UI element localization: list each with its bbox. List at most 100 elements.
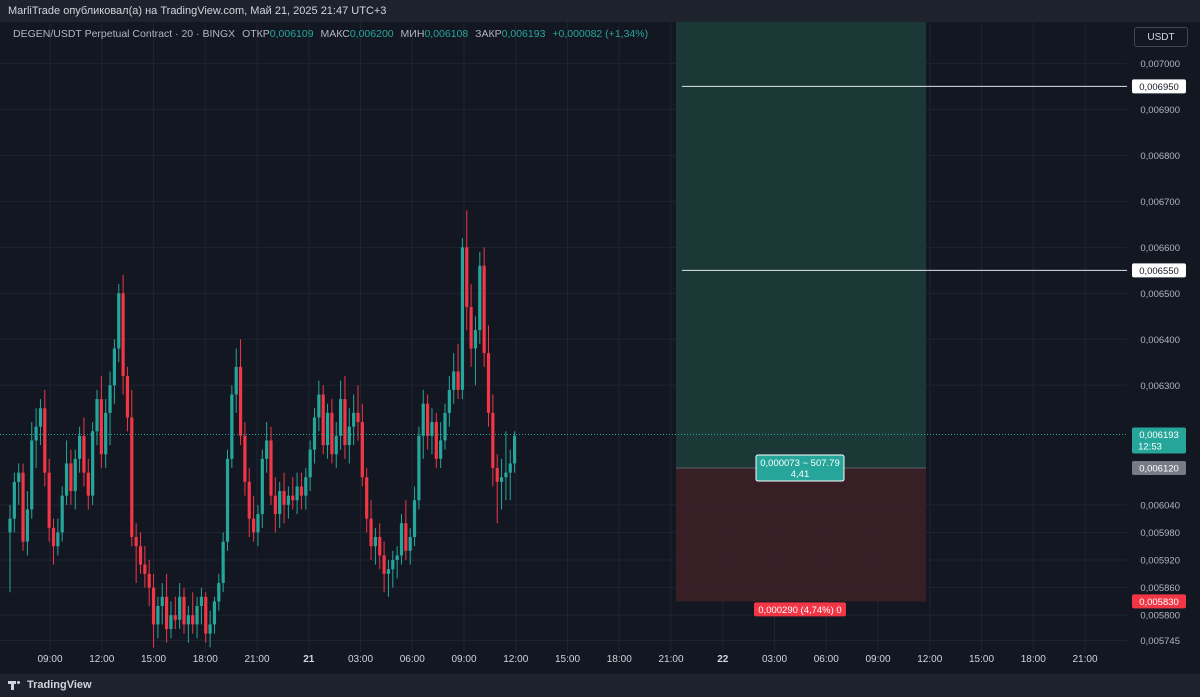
candle-body — [486, 353, 491, 413]
candle-body — [317, 394, 321, 418]
x-tick-label: 12:00 — [89, 654, 114, 665]
candle-body — [12, 481, 16, 519]
y-axis: 0,007000 0,006900 0,006800 0,006700 0,006600… — [1140, 59, 1180, 647]
change-value: +0,000082 (+1,34%) — [552, 28, 649, 40]
target-1-tag-bg — [1132, 263, 1186, 278]
candle-body — [439, 440, 443, 459]
candle-body — [86, 472, 90, 496]
candle-body — [473, 330, 478, 349]
brand-name: TradingView — [27, 679, 92, 691]
currency-button[interactable]: USDT — [1134, 27, 1188, 47]
currency-label: USDT — [1147, 31, 1175, 43]
candle-body — [156, 606, 160, 625]
candle-body — [69, 463, 73, 492]
candle-body — [404, 523, 408, 551]
candle-body — [221, 541, 225, 584]
y-tick-label: 0,006800 — [1140, 151, 1180, 162]
symbol-name[interactable]: DEGEN/USDT Perpetual Contract · 20 · BIN… — [13, 28, 236, 40]
candle-body — [234, 366, 238, 395]
candle-body — [491, 412, 495, 469]
high-label: МАКС — [320, 28, 350, 40]
candle-body — [125, 376, 130, 418]
candle-body — [434, 422, 438, 459]
candle-body — [330, 412, 334, 455]
candle-body — [421, 403, 425, 436]
target-2-tag: 0,006950 — [1139, 82, 1179, 93]
last-price-tag: 0,006193 — [1139, 430, 1179, 441]
candle-body — [386, 569, 391, 574]
candle-body — [130, 417, 134, 538]
x-tick-label: 18:00 — [193, 654, 218, 665]
candle-body — [378, 537, 382, 556]
candle-body — [212, 601, 217, 625]
x-tick-label: 21:00 — [244, 654, 269, 665]
candle-body — [17, 472, 21, 482]
x-tick-label: 12:00 — [503, 654, 528, 665]
y-tick-label: 0,006700 — [1140, 197, 1180, 208]
candle-body — [452, 371, 456, 390]
price-chart[interactable]: 09:00 12:00 15:00 18:00 21:00 21 03:00 06:00 09:… — [0, 22, 1200, 674]
y-tick-label: 0,006600 — [1140, 243, 1180, 254]
low-value: 0,006108 — [424, 28, 469, 40]
candle-body — [343, 399, 347, 446]
candle-body — [260, 458, 264, 515]
open-label: ОТКР — [242, 28, 270, 40]
candle-body — [282, 491, 286, 505]
candle-body — [173, 615, 177, 620]
x-tick-label: 12:00 — [917, 654, 942, 665]
candle-body — [408, 537, 412, 551]
y-tick-label: 0,005980 — [1140, 528, 1180, 539]
x-tick-label: 06:00 — [814, 654, 839, 665]
candles — [8, 210, 517, 648]
y-tick-label: 0,006400 — [1140, 335, 1180, 346]
candle-body — [382, 555, 386, 574]
y-tick-label: 0,005920 — [1140, 556, 1180, 567]
candle-body — [56, 532, 60, 547]
candle-body — [447, 389, 451, 413]
candle-body — [30, 440, 34, 510]
candle-body — [513, 435, 517, 464]
chart-area[interactable]: 09:00 12:00 15:00 18:00 21:00 21 03:00 06:00 09:… — [0, 22, 1200, 674]
candle-body — [112, 348, 116, 386]
candle-body — [356, 412, 360, 423]
candle-body — [165, 596, 169, 630]
low-label: МИН — [400, 28, 425, 40]
candle-body — [347, 426, 351, 446]
stop-tag-bg — [1132, 594, 1186, 609]
candle-body — [121, 293, 125, 377]
candle-body — [495, 468, 499, 482]
candle-body — [43, 408, 47, 473]
target-info-label: 0,000073 ~ 507.79 — [760, 458, 840, 469]
x-tick-label: 03:00 — [762, 654, 787, 665]
candle-body — [208, 624, 212, 634]
candle-body — [225, 458, 230, 542]
candle-body — [417, 435, 421, 501]
x-tick-label: 06:00 — [400, 654, 425, 665]
candle-body — [191, 615, 195, 625]
candle-body — [426, 403, 430, 436]
x-tick-label: 21:00 — [1072, 654, 1097, 665]
x-tick-label: 15:00 — [555, 654, 580, 665]
candle-body — [104, 412, 108, 455]
candle-body — [508, 463, 512, 473]
chart-labels: 0,006950 0,006550 0,006120 0,005830 0,006193… — [754, 79, 1186, 617]
candle-body — [82, 435, 86, 473]
candle-body — [373, 537, 377, 547]
candle-body — [456, 371, 460, 390]
candle-body — [182, 596, 186, 625]
entry-tag-bg — [1132, 461, 1186, 476]
stop-info-label: 0,000290 (4,74%) 0 — [758, 605, 841, 616]
candle-body — [391, 560, 395, 570]
candle-body — [73, 458, 77, 492]
candle-body — [339, 399, 343, 436]
candle-body — [247, 481, 251, 519]
candle-body — [95, 399, 99, 432]
y-tick-label: 0,007000 — [1140, 59, 1180, 70]
candle-body — [295, 486, 299, 501]
candle-body — [412, 500, 417, 538]
open-value: 0,006109 — [269, 28, 314, 40]
tradingview-logo[interactable]: TradingView — [8, 679, 92, 691]
candle-body — [252, 518, 256, 533]
y-tick-label: 0,005860 — [1140, 583, 1180, 594]
candle-body — [51, 527, 56, 547]
